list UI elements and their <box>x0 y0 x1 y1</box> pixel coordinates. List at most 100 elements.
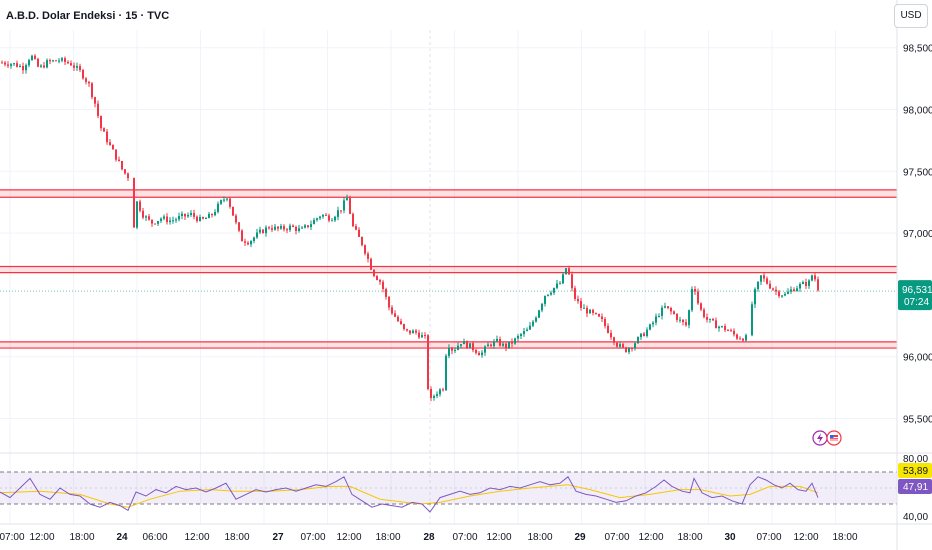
candle-body <box>250 240 252 245</box>
candle-body <box>400 321 402 325</box>
candle-body <box>628 348 630 353</box>
candle-body <box>709 318 711 320</box>
candle-body <box>358 229 360 237</box>
candle-body <box>751 304 753 336</box>
candle-body <box>661 307 663 316</box>
candle-body <box>103 128 105 132</box>
candle-body <box>778 291 780 297</box>
candle-body <box>511 341 513 344</box>
candle-body <box>484 346 486 353</box>
candle-body <box>658 315 660 317</box>
candle-body <box>451 347 453 351</box>
candle-body <box>109 142 111 145</box>
candle-body <box>91 83 93 98</box>
candle-body <box>343 200 345 211</box>
candle-body <box>166 216 168 223</box>
candle-body <box>475 349 477 353</box>
candle-body <box>463 341 465 345</box>
price-tick-label: 96,000 <box>903 353 932 364</box>
candle-body <box>790 289 792 292</box>
candle-body <box>28 60 30 66</box>
candle-body <box>34 55 36 59</box>
candle-body <box>550 292 552 295</box>
lightning-icon[interactable] <box>812 430 828 446</box>
candle-body <box>82 70 84 79</box>
candle-body <box>724 326 726 331</box>
candle-body <box>88 81 90 84</box>
price-tick-label: 98,000 <box>903 106 932 117</box>
candle-body <box>784 293 786 296</box>
candle-body <box>181 213 183 216</box>
candle-body <box>274 226 276 230</box>
candle-body <box>565 268 567 275</box>
candle-body <box>361 236 363 246</box>
candle-body <box>427 335 429 389</box>
candle-body <box>157 220 159 224</box>
candle-body <box>535 317 537 322</box>
candle-body <box>718 326 720 329</box>
candle-body <box>529 325 531 330</box>
candle-body <box>505 343 507 348</box>
candle-body <box>793 289 795 292</box>
candle-body <box>556 283 558 288</box>
candle-body <box>379 279 381 282</box>
candle-body <box>163 216 165 219</box>
candle-body <box>55 60 57 62</box>
currency-button[interactable]: USD <box>894 4 928 28</box>
candle-body <box>652 322 654 325</box>
candle-body <box>268 227 270 229</box>
candle-body <box>817 279 819 291</box>
candle-body <box>127 173 129 179</box>
candle-body <box>139 201 141 211</box>
candle-body <box>49 60 51 62</box>
candle-body <box>520 334 522 336</box>
candle-body <box>772 288 774 290</box>
sr-zone[interactable] <box>0 189 897 198</box>
candle-body <box>247 242 249 245</box>
candle-body <box>814 275 816 280</box>
candle-body <box>187 214 189 217</box>
candle-body <box>94 97 96 104</box>
candle-body <box>208 213 210 219</box>
candle-body <box>292 225 294 227</box>
candle-body <box>769 283 771 289</box>
sr-zone[interactable] <box>0 266 897 273</box>
candle-body <box>448 347 450 356</box>
candle-body <box>301 227 303 229</box>
price-tick-label: 95,500 <box>903 415 932 426</box>
candle-body <box>442 389 444 391</box>
candle-body <box>295 226 297 231</box>
candle-body <box>616 342 618 347</box>
candle-body <box>523 331 525 335</box>
candle-body <box>349 198 351 214</box>
candle-body <box>679 319 681 321</box>
time-tick-label: 07:00 <box>756 532 781 543</box>
price-badge-countdown: 07:24 <box>904 297 929 308</box>
candle-body <box>622 344 624 348</box>
rsi-ma-badge-value: 53,89 <box>903 466 928 477</box>
time-tick-label: 18:00 <box>375 532 400 543</box>
rsi-badge-value: 47,91 <box>903 482 928 493</box>
candle-body <box>376 276 378 280</box>
candle-body <box>727 330 729 332</box>
candle-body <box>691 288 693 311</box>
us-flag-icon[interactable] <box>826 430 842 446</box>
candle-body <box>313 219 315 225</box>
candle-body <box>298 228 300 231</box>
candle-body <box>397 316 399 322</box>
candle-body <box>283 226 285 230</box>
candle-body <box>355 226 357 230</box>
candle-body <box>412 330 414 334</box>
candle-body <box>373 269 375 277</box>
time-tick-label: 18:00 <box>832 532 857 543</box>
time-tick-label: 06:00 <box>142 532 167 543</box>
candle-body <box>454 349 456 351</box>
time-tick-label: 27 <box>272 532 284 543</box>
candle-body <box>514 338 516 344</box>
candle-body <box>436 394 438 396</box>
candle-body <box>430 388 432 398</box>
candle-body <box>607 325 609 333</box>
candle-body <box>46 60 48 68</box>
candle-body <box>61 58 63 61</box>
